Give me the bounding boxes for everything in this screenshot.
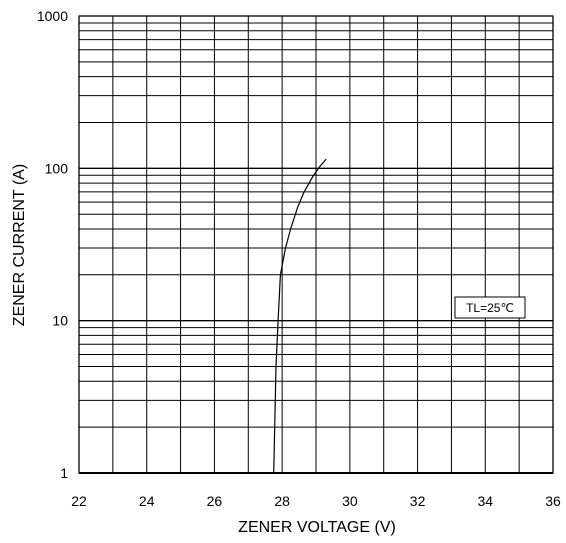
y-tick-label: 1000 xyxy=(37,8,68,24)
plot-frame xyxy=(78,15,554,474)
iv-curve xyxy=(273,158,327,474)
y-tick-labels: 1 10 100 1000 xyxy=(37,8,68,481)
x-tick-label: 28 xyxy=(274,493,290,509)
x-tick-label: 26 xyxy=(207,493,223,509)
x-tick-labels: 22 24 26 28 30 32 34 36 xyxy=(71,493,561,509)
annotation-text: TL=25℃ xyxy=(466,301,514,315)
grid xyxy=(79,16,553,474)
x-tick-label: 22 xyxy=(71,493,87,509)
x-tick-label: 32 xyxy=(410,493,426,509)
x-tick-label: 30 xyxy=(342,493,358,509)
y-tick-label: 10 xyxy=(52,313,68,329)
x-axis-label: ZENER VOLTAGE (V) xyxy=(238,519,396,536)
y-axis-label: ZENER CURRENT (A) xyxy=(11,164,28,326)
annotation-box: TL=25℃ xyxy=(454,296,526,319)
y-tick-label: 1 xyxy=(60,465,68,481)
x-tick-label: 36 xyxy=(545,493,561,509)
y-tick-label: 100 xyxy=(45,160,69,176)
x-tick-label: 34 xyxy=(477,493,493,509)
x-tick-label: 24 xyxy=(139,493,155,509)
